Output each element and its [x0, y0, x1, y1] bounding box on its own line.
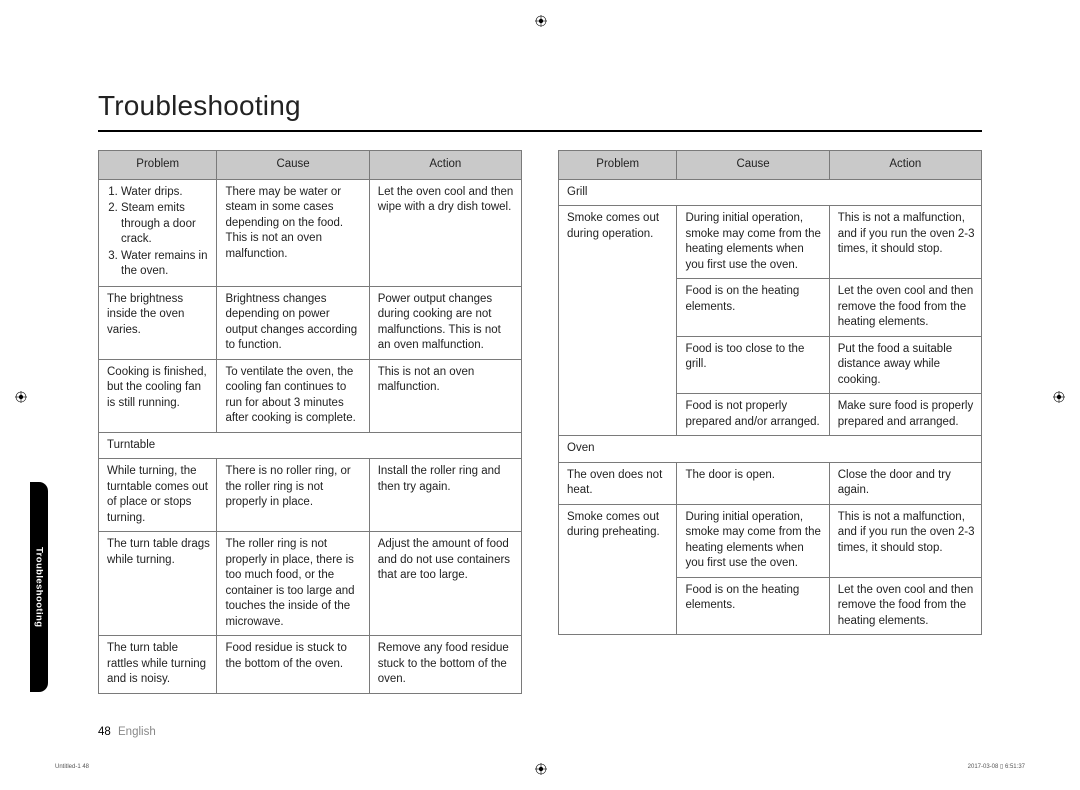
cell-problem: The brightness inside the oven varies.	[99, 286, 217, 359]
cell-action: Remove any food residue stuck to the bot…	[369, 636, 521, 694]
section-heading-row: Turntable	[99, 432, 522, 459]
col-action: Action	[369, 151, 521, 180]
cell-cause: During initial operation, smoke may come…	[677, 504, 829, 577]
content-columns: Problem Cause Action Water drips. Steam …	[98, 150, 982, 694]
cell-action: Let the oven cool and then wipe with a d…	[369, 179, 521, 286]
col-problem: Problem	[99, 151, 217, 180]
table-row: Water drips. Steam emits through a door …	[99, 179, 522, 286]
cell-action: This is not a malfunction, and if you ru…	[829, 206, 981, 279]
crop-mark-icon	[14, 390, 28, 404]
cell-problem: Cooking is finished, but the cooling fan…	[99, 359, 217, 432]
cell-action: Make sure food is properly prepared and …	[829, 394, 981, 436]
cell-action: Close the door and try again.	[829, 462, 981, 504]
cell-cause: The door is open.	[677, 462, 829, 504]
title-divider	[98, 130, 982, 132]
table-row: The brightness inside the oven varies. B…	[99, 286, 522, 359]
table-header-row: Problem Cause Action	[559, 151, 982, 180]
col-cause: Cause	[677, 151, 829, 180]
cell-cause: Food is on the heating elements.	[677, 279, 829, 337]
col-problem: Problem	[559, 151, 677, 180]
table-header-row: Problem Cause Action	[99, 151, 522, 180]
table-row: While turning, the turntable comes out o…	[99, 459, 522, 532]
crop-mark-icon	[1052, 390, 1066, 404]
cell-problem: Smoke comes out during operation.	[559, 206, 677, 436]
list-item: Water remains in the oven.	[121, 249, 210, 280]
section-heading: Grill	[559, 179, 982, 206]
section-heading-row: Grill	[559, 179, 982, 206]
page-footer: 48 English	[98, 726, 156, 738]
left-column: Problem Cause Action Water drips. Steam …	[98, 150, 522, 694]
cell-action: This is not an oven malfunction.	[369, 359, 521, 432]
table-row: Cooking is finished, but the cooling fan…	[99, 359, 522, 432]
cell-action: Put the food a suitable distance away wh…	[829, 336, 981, 394]
right-column: Problem Cause Action Grill Smoke comes o…	[558, 150, 982, 694]
table-row: Smoke comes out during preheating. Durin…	[559, 504, 982, 577]
table-row: The oven does not heat. The door is open…	[559, 462, 982, 504]
cell-cause: There is no roller ring, or the roller r…	[217, 459, 369, 532]
col-cause: Cause	[217, 151, 369, 180]
cell-cause: The roller ring is not properly in place…	[217, 532, 369, 636]
cell-problem: Smoke comes out during preheating.	[559, 504, 677, 635]
cell-action: Adjust the amount of food and do not use…	[369, 532, 521, 636]
section-heading-row: Oven	[559, 436, 982, 463]
cell-problem: The turn table drags while turning.	[99, 532, 217, 636]
cell-cause: Brightness changes depending on power ou…	[217, 286, 369, 359]
crop-mark-icon	[534, 762, 548, 776]
cell-cause: Food is not properly prepared and/or arr…	[677, 394, 829, 436]
problem-ordered-list: Water drips. Steam emits through a door …	[107, 185, 210, 280]
table-row: The turn table rattles while turning and…	[99, 636, 522, 694]
page-language: English	[118, 726, 156, 738]
section-heading: Oven	[559, 436, 982, 463]
list-item: Water drips.	[121, 185, 210, 201]
cell-cause: To ventilate the oven, the cooling fan c…	[217, 359, 369, 432]
table-row: Smoke comes out during operation. During…	[559, 206, 982, 279]
list-item: Steam emits through a door crack.	[121, 201, 210, 248]
section-heading: Turntable	[99, 432, 522, 459]
cell-cause: Food residue is stuck to the bottom of t…	[217, 636, 369, 694]
troubleshooting-table-left: Problem Cause Action Water drips. Steam …	[98, 150, 522, 694]
table-row: The turn table drags while turning. The …	[99, 532, 522, 636]
section-side-tab: Troubleshooting	[30, 482, 48, 692]
cell-action: Let the oven cool and then remove the fo…	[829, 279, 981, 337]
page-title: Troubleshooting	[98, 90, 1030, 122]
cell-action: Let the oven cool and then remove the fo…	[829, 577, 981, 635]
cell-cause: Food is on the heating elements.	[677, 577, 829, 635]
page-number: 48	[98, 726, 111, 738]
cell-cause: There may be water or steam in some case…	[217, 179, 369, 286]
crop-mark-icon	[534, 14, 548, 28]
print-meta-left: Untitled-1 48	[55, 764, 89, 770]
cell-action: This is not a malfunction, and if you ru…	[829, 504, 981, 577]
col-action: Action	[829, 151, 981, 180]
cell-action: Power output changes during cooking are …	[369, 286, 521, 359]
print-meta-right: 2017-03-08 ▯ 6:51:37	[968, 763, 1025, 770]
cell-problem: Water drips. Steam emits through a door …	[99, 179, 217, 286]
cell-problem: While turning, the turntable comes out o…	[99, 459, 217, 532]
cell-cause: Food is too close to the grill.	[677, 336, 829, 394]
side-tab-label: Troubleshooting	[34, 547, 45, 627]
cell-problem: The turn table rattles while turning and…	[99, 636, 217, 694]
cell-cause: During initial operation, smoke may come…	[677, 206, 829, 279]
cell-action: Install the roller ring and then try aga…	[369, 459, 521, 532]
cell-problem: The oven does not heat.	[559, 462, 677, 504]
troubleshooting-table-right: Problem Cause Action Grill Smoke comes o…	[558, 150, 982, 635]
manual-page: Troubleshooting Troubleshooting Problem …	[0, 0, 1080, 790]
